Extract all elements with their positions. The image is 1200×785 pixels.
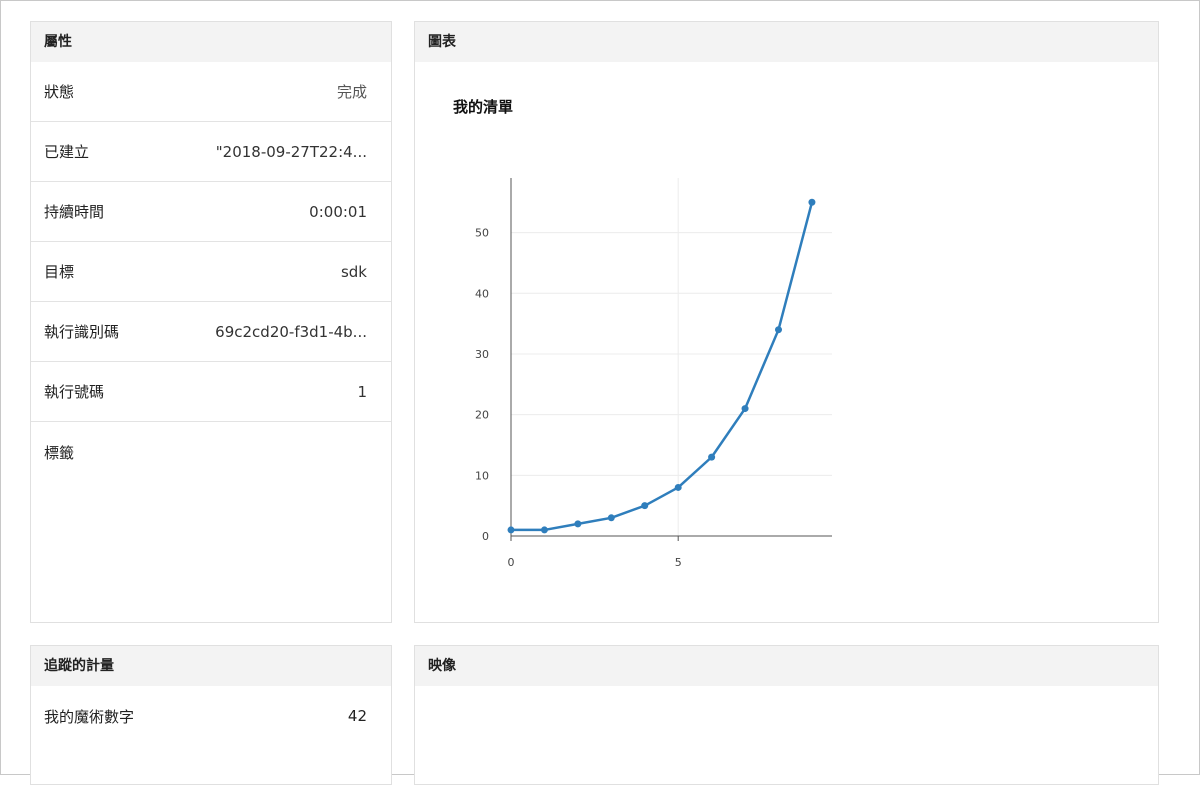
prop-row-run-number: 執行號碼 1 [31, 362, 391, 422]
y-tick-label: 40 [475, 287, 489, 300]
metrics-panel: 追蹤的計量 我的魔術數字 42 [30, 645, 392, 785]
metrics-header: 追蹤的計量 [31, 646, 391, 686]
prop-value: 1 [357, 382, 367, 401]
x-tick-label: 0 [508, 556, 515, 569]
images-panel: 映像 [414, 645, 1159, 785]
y-tick-label: 10 [475, 469, 489, 482]
prop-label: 狀態 [44, 83, 75, 101]
prop-row-status: 狀態 完成 [31, 62, 391, 122]
data-point [641, 502, 649, 510]
prop-row-created: 已建立 "2018-09-27T22:4... [31, 122, 391, 182]
data-point [607, 514, 615, 522]
y-tick-label: 20 [475, 409, 489, 422]
y-tick-label: 0 [482, 530, 489, 543]
prop-label: 標籤 [44, 444, 75, 462]
prop-label: 持續時間 [44, 203, 105, 221]
prop-row-target: 目標 sdk [31, 242, 391, 302]
prop-value: sdk [340, 262, 367, 281]
data-point [708, 453, 716, 461]
chart-panel: 圖表 我的清單 0 5 0 10 20 30 40 50 [414, 21, 1159, 623]
metric-row: 我的魔術數字 42 [31, 686, 391, 746]
prop-value: 0:00:01 [309, 202, 367, 221]
prop-row-duration: 持續時間 0:00:01 [31, 182, 391, 242]
chart-panel-header: 圖表 [415, 22, 1158, 62]
properties-header: 屬性 [31, 22, 391, 62]
data-point [808, 198, 816, 206]
y-tick-label: 30 [475, 348, 489, 361]
prop-row-tags: 標籤 [31, 422, 391, 463]
prop-label: 執行號碼 [44, 383, 105, 401]
data-point [775, 326, 782, 334]
data-point [674, 483, 682, 491]
data-point [574, 520, 582, 528]
images-header: 映像 [415, 646, 1158, 686]
metric-value: 42 [347, 707, 367, 725]
properties-panel: 屬性 狀態 完成 已建立 "2018-09-27T22:4... 持續時間 0:… [30, 21, 392, 623]
prop-label: 目標 [44, 263, 75, 281]
prop-value: "2018-09-27T22:4... [215, 142, 367, 161]
y-tick-label: 50 [475, 227, 489, 240]
data-point [741, 405, 749, 413]
data-point [507, 526, 515, 534]
prop-value: 完成 [336, 83, 367, 101]
prop-value: 69c2cd20-f3d1-4b... [215, 322, 367, 341]
x-tick-label: 5 [675, 556, 682, 569]
series-line [511, 201, 814, 532]
prop-row-run-id: 執行識別碼 69c2cd20-f3d1-4b... [31, 302, 391, 362]
metric-label: 我的魔術數字 [44, 707, 135, 726]
data-point [540, 526, 548, 534]
prop-label: 執行識別碼 [44, 323, 120, 341]
chart-title: 我的清單 [453, 98, 514, 116]
prop-label: 已建立 [44, 143, 90, 161]
